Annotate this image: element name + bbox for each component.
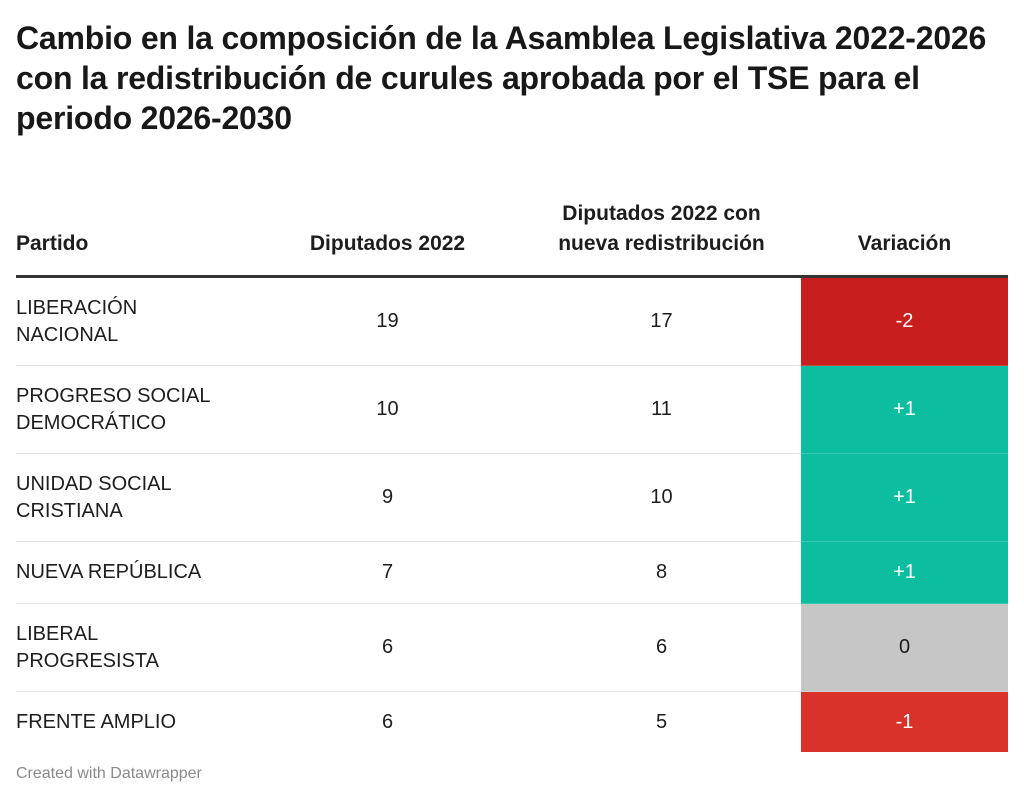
table-row: PROGRESO SOCIAL DEMOCRÁTICO 10 11 +1: [16, 365, 1008, 454]
cell-diputados-2022: 9: [253, 453, 522, 542]
table-row: FRENTE AMPLIO 6 5 -1: [16, 691, 1008, 753]
cell-diputados-2022: 10: [253, 365, 522, 454]
cell-diputados-2022: 19: [253, 276, 522, 366]
column-header-line: Diputados 2022 con: [562, 202, 761, 225]
cell-partido: UNIDAD SOCIAL CRISTIANA: [16, 453, 253, 542]
cell-partido: NUEVA REPÚBLICA: [16, 541, 253, 604]
column-header-line: nueva redistribución: [558, 232, 765, 255]
cell-partido: FRENTE AMPLIO: [16, 692, 253, 753]
column-header-diputados-nueva-redistribucion[interactable]: Diputados 2022 con nueva redistribución: [522, 176, 801, 278]
cell-diputados-2022: 6: [253, 603, 522, 692]
cell-diputados-nueva-redistribucion: 5: [655, 710, 668, 733]
party-name-line: DEMOCRÁTICO: [16, 411, 166, 434]
column-header-line: Partido: [16, 232, 89, 255]
chart-title: Cambio en la composición de la Asamblea …: [16, 20, 987, 136]
cell-partido: LIBERAL PROGRESISTA: [16, 603, 253, 692]
cell-diputados-nueva-redistribucion: 8: [522, 541, 801, 604]
cell-variacion: -1: [801, 691, 1008, 752]
table-body: LIBERACIÓN NACIONAL 19 17 -2 PROGRESO SOCIAL D…: [16, 276, 1008, 753]
table-row: NUEVA REPÚBLICA 7 8 +1: [16, 541, 1008, 604]
party-name-line: NACIONAL: [16, 323, 119, 346]
data-table: Partido Diputados 2022 Diputados 2022 co…: [16, 176, 1008, 752]
cell-diputados-nueva-redistribucion: 10: [522, 453, 801, 542]
cell-variacion: +1: [801, 365, 1008, 454]
cell-partido: LIBERACIÓN NACIONAL: [16, 276, 253, 366]
party-name-line: UNIDAD SOCIAL: [16, 472, 172, 495]
cell-diputados-2022: 6: [381, 710, 394, 733]
column-header-line: Variación: [857, 232, 952, 255]
cell-variacion: +1: [801, 541, 1008, 604]
table-row: UNIDAD SOCIAL CRISTIANA 9 10 +1: [16, 453, 1008, 542]
column-header-variacion[interactable]: Variación: [801, 176, 1008, 278]
column-header-partido[interactable]: Partido: [16, 176, 253, 278]
cell-variacion: 0: [801, 603, 1008, 692]
cell-diputados-nueva-redistribucion: 17: [522, 276, 801, 366]
credit-footer: Created with Datawrapper: [16, 765, 202, 782]
cell-partido: PROGRESO SOCIAL DEMOCRÁTICO: [16, 365, 253, 454]
cell-diputados-nueva-redistribucion: 6: [522, 603, 801, 692]
party-name-line: CRISTIANA: [16, 499, 123, 522]
party-name-line: NUEVA REPÚBLICA: [16, 561, 202, 583]
party-name-line: FRENTE AMPLIO: [16, 710, 177, 733]
party-name-line: PROGRESISTA: [16, 649, 159, 672]
table-row: LIBERAL PROGRESISTA 6 6 0: [16, 603, 1008, 692]
column-header-line: Diputados 2022: [309, 232, 466, 255]
cell-diputados-nueva-redistribucion: 11: [522, 365, 801, 454]
table-header: Partido Diputados 2022 Diputados 2022 co…: [16, 176, 1008, 278]
table-row: LIBERACIÓN NACIONAL 19 17 -2: [16, 276, 1008, 366]
cell-variacion: -2: [801, 276, 1008, 366]
party-name-line: PROGRESO SOCIAL: [16, 384, 211, 407]
cell-diputados-2022: 7: [253, 541, 522, 604]
column-header-diputados-2022[interactable]: Diputados 2022: [253, 176, 522, 278]
party-name-line: LIBERAL: [16, 622, 99, 645]
party-name-line: LIBERACIÓN: [16, 296, 138, 319]
header-row: Partido Diputados 2022 Diputados 2022 co…: [16, 176, 1008, 278]
cell-variacion: +1: [801, 453, 1008, 542]
